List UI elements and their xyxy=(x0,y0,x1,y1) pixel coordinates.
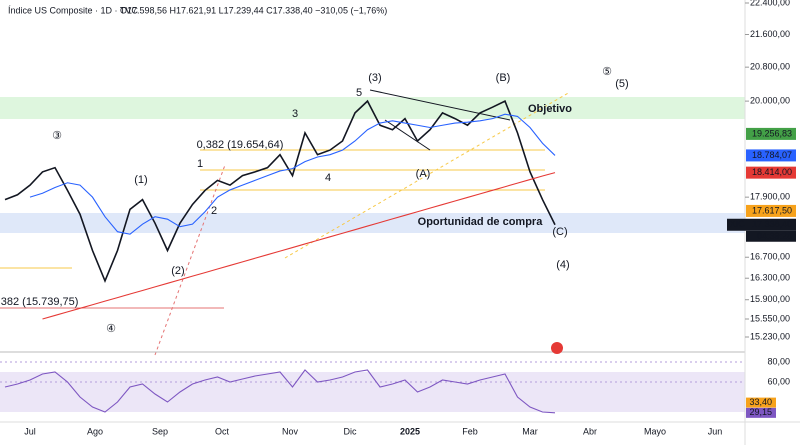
x-tick-label: Oct xyxy=(215,426,230,436)
price-label: 17.338,40 xyxy=(752,219,792,229)
target-zone xyxy=(0,97,745,119)
price-label-box xyxy=(746,149,796,162)
wave-label: ③ xyxy=(52,130,62,142)
rsi-label: 29,15 xyxy=(749,407,772,417)
wave-label: Objetivo xyxy=(528,103,572,115)
y-tick-label: 15.550,00 xyxy=(750,313,790,323)
x-tick-label: Mar xyxy=(522,426,538,436)
y-tick-label: 21.600,00 xyxy=(750,29,790,39)
trend-line xyxy=(154,164,226,356)
event-icon xyxy=(551,342,563,354)
rsi-label-box xyxy=(746,397,776,408)
y-tick-label: 17.900,00 xyxy=(750,192,790,202)
price-label-box xyxy=(746,127,796,140)
channel-line xyxy=(384,119,431,151)
x-tick-label: 2025 xyxy=(400,426,420,436)
wave-label: 0,382 (19.654,64) xyxy=(197,139,284,151)
x-tick-label: Ago xyxy=(87,426,103,436)
wave-label: Oportunidad de compra xyxy=(418,216,544,228)
wave-label: (1) xyxy=(134,174,147,186)
x-tick-label: Jul xyxy=(24,426,36,436)
wave-label: (B) xyxy=(496,72,511,84)
x-tick-label: Nov xyxy=(282,426,299,436)
price-label-box xyxy=(746,166,796,179)
price-line xyxy=(4,99,556,283)
wave-label: 5 xyxy=(356,87,362,99)
price-label-box xyxy=(746,204,796,217)
y-tick-label: 60,00 xyxy=(767,376,790,386)
rsi-line xyxy=(4,369,556,414)
wave-label: 1 xyxy=(197,158,203,170)
trend-line xyxy=(284,91,571,259)
wave-label: (2) xyxy=(171,265,184,277)
channel-line xyxy=(369,89,511,121)
price-line xyxy=(42,172,556,320)
y-tick-label: 15.900,00 xyxy=(750,294,790,304)
wave-label: (4) xyxy=(556,259,569,271)
price-label: 18.414,00 xyxy=(752,167,792,177)
price-label-box xyxy=(746,218,796,231)
price-line xyxy=(29,113,556,235)
countdown: 04:39:28 xyxy=(757,231,792,241)
y-tick-label: 80,00 xyxy=(767,356,790,366)
wave-label: (5) xyxy=(615,78,628,90)
wave-label: (3) xyxy=(368,72,381,84)
rsi-label-box xyxy=(746,407,776,418)
y-tick-label: 15.230,00 xyxy=(750,331,790,341)
wave-label: ④ xyxy=(106,323,116,335)
x-tick-label: Jun xyxy=(708,426,723,436)
x-tick-label: Sep xyxy=(152,426,168,436)
buy-zone xyxy=(0,213,745,233)
price-label: 19.256,83 xyxy=(752,128,792,138)
y-tick-label: 20.000,00 xyxy=(750,95,790,105)
x-tick-label: Mayo xyxy=(644,426,666,436)
rsi-label: 33,40 xyxy=(749,397,772,407)
symbol: IXIC xyxy=(727,219,745,229)
y-tick-label: 16.700,00 xyxy=(750,252,790,262)
wave-label: (A) xyxy=(416,168,431,180)
wave-label: 4 xyxy=(325,172,331,184)
wave-label: (C) xyxy=(552,226,567,238)
ohlc: O17.598,56 H17.621,91 L17.239,44 C17.338… xyxy=(120,5,387,15)
y-tick-label: 16.300,00 xyxy=(750,273,790,283)
y-tick-label: 22.400,00 xyxy=(750,0,790,7)
y-tick-label: 20.800,00 xyxy=(750,62,790,72)
rsi-band xyxy=(0,372,745,412)
wave-label: 0,382 (15.739,75) xyxy=(0,296,78,308)
price-label: 17.617,50 xyxy=(752,205,792,215)
wave-label: ⑤ xyxy=(602,66,612,78)
chart-title: Índice US Composite · 1D · TVC xyxy=(8,5,138,15)
x-tick-label: Feb xyxy=(462,426,478,436)
x-tick-label: Abr xyxy=(583,426,597,436)
wave-label: 3 xyxy=(292,108,298,120)
price-label: 18.784,07 xyxy=(752,150,792,160)
countdown-box xyxy=(746,230,796,242)
x-tick-label: Dic xyxy=(344,426,357,436)
symbol-box xyxy=(727,218,746,231)
wave-label: 2 xyxy=(211,205,217,217)
